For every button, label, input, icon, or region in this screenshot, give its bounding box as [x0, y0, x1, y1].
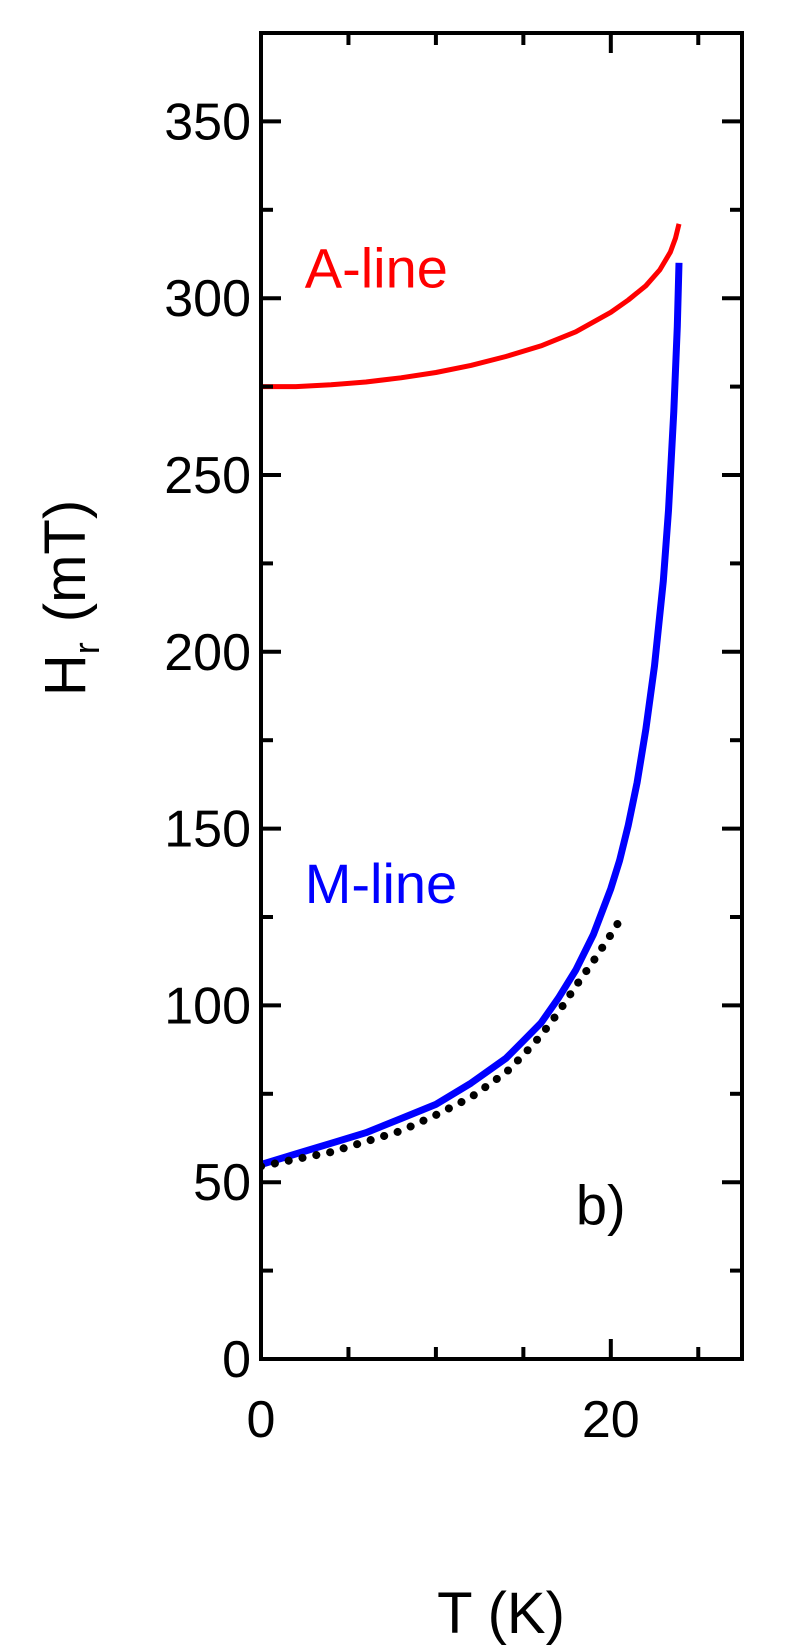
y-axis-title: Hr (mT)	[33, 500, 107, 696]
y-tick-label: 350	[164, 93, 251, 151]
annotation-m-line: M-line	[305, 852, 457, 915]
series-layer	[261, 223, 683, 1171]
tick-label-layer: 0 50 100 150 200 250 300 350 0 20	[164, 93, 640, 1449]
x-axis-title: T (K)	[437, 1581, 565, 1646]
y-tick-label: 50	[193, 1154, 251, 1212]
y-tick-label: 0	[222, 1331, 251, 1389]
x-tick-label: 0	[247, 1391, 276, 1449]
plot-frame	[259, 31, 744, 1361]
y-tick-label: 300	[164, 270, 251, 328]
series-line-m-line	[261, 262, 683, 1168]
annotation-b: b)	[576, 1174, 626, 1237]
y-axis-title-main: H	[33, 654, 98, 696]
series-line-dotted	[261, 916, 624, 1171]
annotation-a-line: A-line	[305, 237, 448, 300]
y-tick-label: 100	[164, 977, 251, 1035]
annotation-layer: A-line M-line b)	[305, 237, 626, 1237]
y-axis-title-subscript: r	[66, 642, 107, 654]
y-tick-label: 250	[164, 447, 251, 505]
plot-area-group: 0 50 100 150 200 250 300 350 0 20 A-line M-line b)	[164, 31, 744, 1449]
series-line-a-line	[261, 223, 682, 390]
y-tick-label: 150	[164, 801, 251, 859]
y-tick-label: 200	[164, 624, 251, 682]
tick-layer	[259, 33, 742, 1361]
y-axis-title-unit: (mT)	[33, 500, 98, 622]
x-tick-label: 20	[582, 1391, 640, 1449]
